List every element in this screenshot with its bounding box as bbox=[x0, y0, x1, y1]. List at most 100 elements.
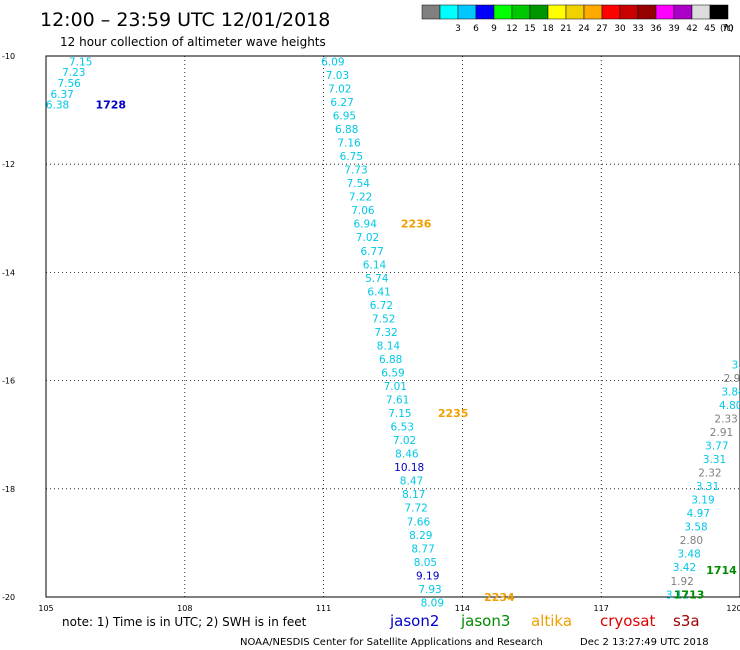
scale-label: 6 bbox=[473, 24, 479, 34]
scale-label: 12 bbox=[506, 24, 517, 34]
wave-height-point: 7.15 bbox=[69, 56, 92, 68]
y-tick-label: -18 bbox=[2, 485, 15, 494]
wave-height-point: 4.80 bbox=[719, 400, 740, 412]
wave-height-point: 6.77 bbox=[360, 246, 383, 258]
satellite-legend-item: jason2 bbox=[389, 612, 439, 630]
wave-height-point: 7.54 bbox=[347, 178, 371, 190]
wave-height-point: 3.42 bbox=[673, 562, 696, 574]
scale-label: 9 bbox=[491, 24, 497, 34]
satellite-legend-item: cryosat bbox=[600, 612, 655, 630]
wave-height-point: 7.61 bbox=[386, 395, 409, 407]
wave-height-point: 7.02 bbox=[328, 83, 351, 95]
wave-height-point: 1.92 bbox=[670, 576, 693, 588]
wave-height-point: 6.14 bbox=[363, 259, 387, 271]
wave-height-point: 8.46 bbox=[395, 449, 419, 461]
scale-label: 18 bbox=[542, 24, 554, 34]
wave-height-point: 6.88 bbox=[335, 124, 358, 136]
wave-height-point: 3.77 bbox=[705, 441, 728, 453]
wave-height-point: 7.72 bbox=[404, 503, 427, 515]
y-tick-label: -10 bbox=[2, 52, 15, 61]
timestamp-text: Dec 2 13:27:49 UTC 2018 bbox=[580, 637, 709, 648]
wave-height-point: 8.29 bbox=[409, 530, 432, 542]
chart-subtitle: 12 hour collection of altimeter wave hei… bbox=[60, 35, 326, 49]
x-tick-label: 114 bbox=[455, 604, 470, 613]
wave-height-point: 7.93 bbox=[418, 584, 441, 596]
wave-height-point: 6.94 bbox=[354, 219, 378, 231]
scale-label: 45 bbox=[704, 24, 715, 34]
scale-swatch bbox=[475, 4, 495, 20]
wave-height-point: 7.03 bbox=[326, 70, 349, 82]
wave-height-point: 7.32 bbox=[374, 327, 397, 339]
plot-frame bbox=[45, 55, 740, 598]
wave-height-point: 6.37 bbox=[50, 89, 73, 101]
scale-swatch bbox=[691, 4, 711, 20]
x-tick-label: 120 bbox=[726, 604, 740, 613]
color-scale-legend: 3 6 9 12 15 18 21 24 27 30 33 36 39 42 45 70(ft) bbox=[421, 4, 734, 34]
wave-height-point: 8.09 bbox=[421, 597, 444, 609]
wave-height-point: 2.32 bbox=[698, 468, 721, 480]
scale-swatch bbox=[457, 4, 477, 20]
pass-number-label: 1714 bbox=[706, 564, 737, 577]
scale-label: 30 bbox=[614, 24, 626, 34]
y-tick-label: -12 bbox=[2, 160, 15, 169]
x-tick-label: 108 bbox=[177, 604, 192, 613]
wave-height-point: 9.19 bbox=[416, 570, 439, 582]
scale-swatch bbox=[511, 4, 531, 20]
wave-height-point: 7.15 bbox=[388, 408, 411, 420]
wave-height-point: 6.88 bbox=[379, 354, 402, 366]
footer-note: note: 1) Time is in UTC; 2) SWH is in fe… bbox=[62, 615, 307, 629]
scale-swatch bbox=[529, 4, 549, 20]
wave-height-point: 3.58 bbox=[684, 522, 707, 534]
y-tick-label: -20 bbox=[2, 593, 15, 602]
y-tick-label: -16 bbox=[2, 377, 15, 386]
wave-height-point: 10.18 bbox=[394, 462, 424, 474]
wave-height-point: 7.52 bbox=[372, 313, 395, 325]
scale-swatch bbox=[421, 4, 441, 20]
wave-height-point: 8.14 bbox=[377, 340, 401, 352]
chart-title: 12:00 – 23:59 UTC 12/01/2018 bbox=[40, 9, 330, 31]
scale-swatch bbox=[709, 4, 729, 20]
wave-height-point: 8.47 bbox=[400, 476, 423, 488]
scale-swatch bbox=[493, 4, 513, 20]
wave-height-point: 3.12 bbox=[666, 589, 689, 601]
scale-swatch bbox=[637, 4, 657, 20]
scale-swatch bbox=[583, 4, 603, 20]
pass-number-label: 1713 bbox=[674, 588, 705, 601]
wave-height-point: 2.80 bbox=[680, 535, 703, 547]
wave-height-point: 3.31 bbox=[696, 481, 719, 493]
wave-height-point: 2.91 bbox=[710, 427, 733, 439]
wave-height-point: 6.53 bbox=[391, 422, 414, 434]
scale-swatch bbox=[673, 4, 693, 20]
scale-swatch bbox=[601, 4, 621, 20]
scale-label: 36 bbox=[650, 24, 662, 34]
scale-label: 27 bbox=[596, 24, 607, 34]
satellite-legend-item: s3a bbox=[673, 612, 700, 630]
scale-swatch bbox=[439, 4, 459, 20]
wave-height-point: 6.59 bbox=[381, 367, 404, 379]
scale-swatch bbox=[619, 4, 639, 20]
wave-height-point: 3.1 bbox=[732, 359, 740, 371]
wave-height-point: 2.95 bbox=[724, 373, 740, 385]
y-tick-label: -14 bbox=[2, 268, 15, 277]
wave-height-point: 6.75 bbox=[340, 151, 363, 163]
wave-height-point: 8.05 bbox=[414, 557, 437, 569]
scale-swatch bbox=[547, 4, 567, 20]
satellite-legend: jason2 jason3 altika cryosat s3a bbox=[389, 612, 700, 630]
scale-swatch bbox=[655, 4, 675, 20]
wave-height-point: 7.22 bbox=[349, 192, 372, 204]
scale-label: 15 bbox=[524, 24, 535, 34]
wave-height-point: 6.38 bbox=[46, 100, 69, 112]
scale-label: 24 bbox=[578, 24, 590, 34]
pass-number-label: 2236 bbox=[401, 218, 432, 231]
x-tick-label: 105 bbox=[38, 604, 53, 613]
wave-height-point: 7.16 bbox=[337, 138, 361, 150]
pass-number-label: 1728 bbox=[95, 99, 126, 112]
wave-height-point: 2.33 bbox=[714, 413, 737, 425]
scale-unit: (ft) bbox=[720, 24, 734, 34]
wave-height-point: 7.02 bbox=[356, 232, 379, 244]
x-tick-label: 111 bbox=[316, 604, 331, 613]
scale-label: 3 bbox=[455, 24, 461, 34]
wave-height-point: 3.31 bbox=[703, 454, 726, 466]
wave-height-point: 6.95 bbox=[333, 111, 356, 123]
